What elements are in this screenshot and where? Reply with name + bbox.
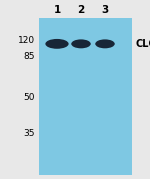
Text: 3: 3 (101, 5, 109, 15)
Text: CLCN1: CLCN1 (136, 39, 150, 49)
Text: 35: 35 (24, 129, 35, 138)
Ellipse shape (45, 39, 69, 49)
Text: 85: 85 (24, 52, 35, 61)
Ellipse shape (95, 39, 115, 48)
Text: 1: 1 (53, 5, 61, 15)
Bar (39, 18, 132, 175)
Ellipse shape (71, 39, 91, 48)
Text: 50: 50 (24, 93, 35, 102)
Text: 2: 2 (77, 5, 85, 15)
Text: 120: 120 (18, 36, 35, 45)
